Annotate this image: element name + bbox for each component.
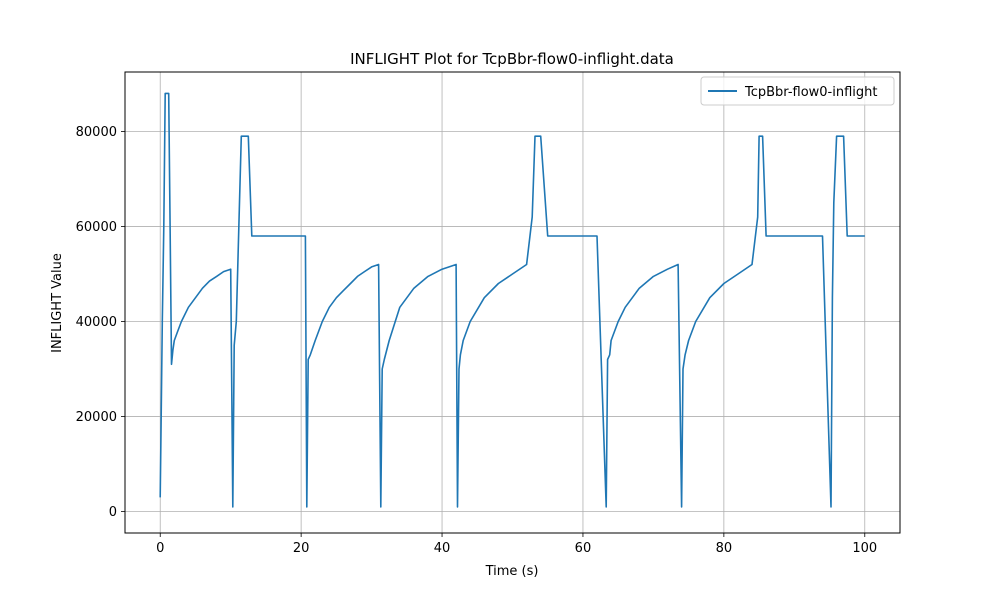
legend-box: [700, 76, 895, 106]
x-tick-label: 0: [156, 541, 164, 556]
tick-layer: 0 20 40 60 80 100 0 20000 40000 60000 80000: [76, 125, 878, 556]
y-axis-title: INFLIGHT Value: [50, 253, 65, 353]
y-tick-label: 0: [109, 505, 117, 520]
series-layer: [159, 92, 865, 508]
x-tick-label: 100: [852, 541, 877, 556]
y-tick-label: 40000: [76, 315, 117, 330]
y-tick-label: 80000: [76, 125, 117, 140]
x-tick-label: 40: [434, 541, 451, 556]
y-tick-label: 60000: [76, 220, 117, 235]
chart-title: INFLIGHT Plot for TcpBbr-flow0-inflight.…: [350, 50, 674, 68]
axes-frame: [124, 71, 901, 534]
x-tick-label: 60: [575, 541, 592, 556]
x-tick-label: 80: [716, 541, 733, 556]
x-axis-title: Time (s): [485, 564, 539, 579]
x-tick-label: 20: [293, 541, 310, 556]
grid-lines: [125, 72, 900, 533]
legend: TcpBbr-flow0-inflight: [700, 76, 895, 106]
y-tick-label: 20000: [76, 410, 117, 425]
legend-label-tcpbbr-flow0-inflight: TcpBbr-flow0-inflight: [744, 85, 877, 100]
series-line-tcpbbr-flow0-inflight: [159, 92, 865, 508]
